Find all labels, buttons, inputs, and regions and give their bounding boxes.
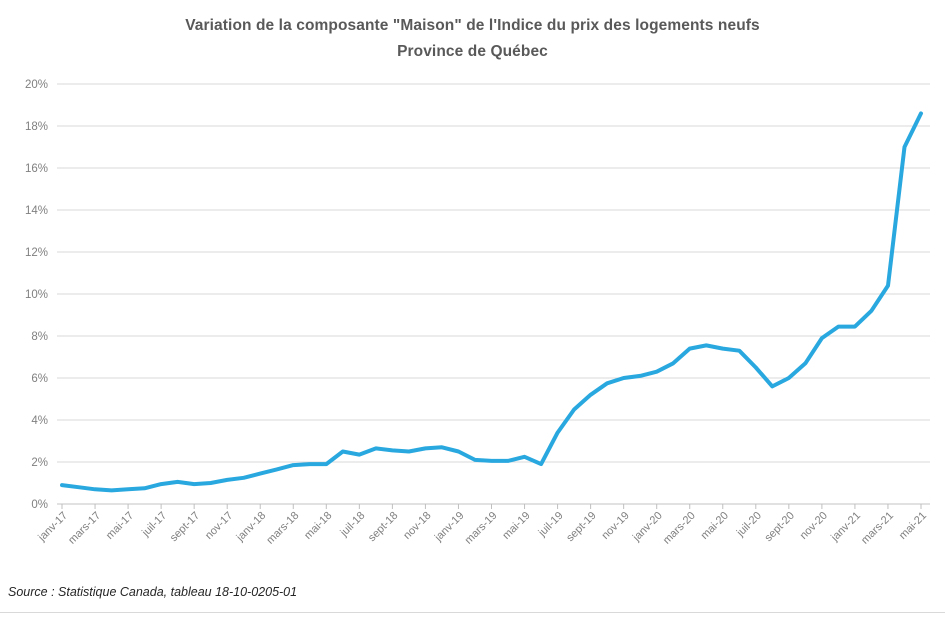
y-axis-label: 2% xyxy=(31,457,48,469)
x-axis-label: sept-19 xyxy=(564,510,598,544)
y-axis-label: 20% xyxy=(25,79,48,91)
x-axis-label: mars-18 xyxy=(264,510,301,547)
x-axis-label: mars-19 xyxy=(463,510,500,547)
trend-line xyxy=(60,111,923,493)
x-axis-label: juil-18 xyxy=(338,510,368,540)
x-axis-label: juil-17 xyxy=(139,510,169,540)
x-axis-label: sept-18 xyxy=(366,510,400,544)
x-axis-label: mai-20 xyxy=(699,510,731,542)
chart-subtitle: Province de Québec xyxy=(397,43,548,60)
x-axis-label: nov-20 xyxy=(798,510,830,542)
y-axis-label: 8% xyxy=(31,331,48,343)
x-axis-label: sept-20 xyxy=(763,510,797,544)
y-axis-label: 18% xyxy=(25,121,48,133)
x-axis-label: janv-20 xyxy=(630,510,665,545)
y-axis-label: 12% xyxy=(25,247,48,259)
x-axis-label: mars-17 xyxy=(66,510,103,547)
x-axis-label: mai-17 xyxy=(104,510,136,542)
x-axis-label: mars-21 xyxy=(859,510,896,547)
line-chart: 0%2%4%6%8%10%12%14%16%18%20%janv-17mars-… xyxy=(25,79,930,547)
bottom-divider xyxy=(0,612,945,613)
y-axis-label: 0% xyxy=(31,499,48,511)
x-axis-label: janv-21 xyxy=(828,510,863,545)
x-axis-label: janv-19 xyxy=(432,510,467,545)
x-axis-label: juil-20 xyxy=(734,510,764,540)
x-axis-label: mars-20 xyxy=(661,510,698,547)
y-axis-label: 14% xyxy=(25,205,48,217)
y-axis-label: 4% xyxy=(31,415,48,427)
x-axis-label: nov-18 xyxy=(401,510,433,542)
x-axis-label: janv-17 xyxy=(35,510,70,545)
y-axis-label: 10% xyxy=(25,289,48,301)
y-axis-label: 6% xyxy=(31,373,48,385)
x-axis-label: sept-17 xyxy=(168,510,202,544)
chart-title-block: Variation de la composante "Maison" de l… xyxy=(0,13,945,65)
y-axis-label: 16% xyxy=(25,163,48,175)
x-axis-label: nov-17 xyxy=(203,510,235,542)
x-axis-label: mai-19 xyxy=(500,510,532,542)
x-axis-label: janv-18 xyxy=(234,510,269,545)
x-axis-label: nov-19 xyxy=(600,510,632,542)
x-axis-label: mai-21 xyxy=(897,510,929,542)
x-axis-label: juil-19 xyxy=(536,510,566,540)
chart-title: Variation de la composante "Maison" de l… xyxy=(185,17,760,34)
x-axis-label: mai-18 xyxy=(302,510,334,542)
source-note: Source : Statistique Canada, tableau 18-… xyxy=(8,585,298,599)
